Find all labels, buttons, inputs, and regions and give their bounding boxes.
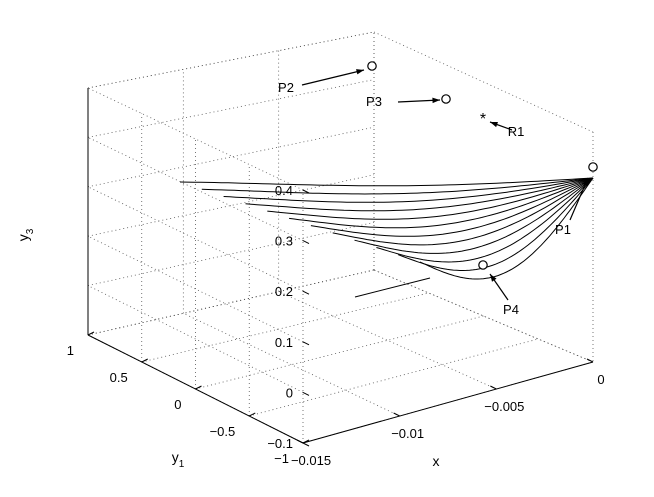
box-edge-top-left	[87, 31, 375, 89]
z-tick-mark-0	[302, 442, 310, 447]
z-tick-mark-5	[302, 189, 310, 194]
x-tick-mark-3	[586, 358, 594, 363]
box-edge-top-back	[373, 31, 594, 133]
trajectory-5	[267, 177, 594, 220]
x-tick-mark-0	[296, 439, 304, 444]
grid-wall-left-z-3	[87, 186, 304, 292]
callout-line-p1	[569, 177, 589, 221]
grid-layer	[87, 31, 594, 444]
y1-tick-mark-0	[302, 439, 310, 444]
x-tick-label-2: −0.005	[484, 399, 524, 414]
x-tick-mark-2	[490, 385, 497, 390]
x-axis-label: x	[433, 453, 440, 469]
z-tick-label-2: 0.1	[275, 335, 293, 350]
grid-wall-left-z-5	[87, 87, 304, 191]
y3-axis-label-main: y	[15, 234, 31, 241]
callout-label-p4: P4	[503, 302, 519, 317]
y1-tick-mark-4	[87, 331, 95, 336]
grid-wall-back-z-4	[87, 79, 375, 138]
z-tick-mark-4	[302, 240, 310, 245]
y1-tick-mark-2	[195, 385, 202, 390]
z-tick-mark-3	[302, 290, 310, 295]
callout-label-p2: P2	[278, 80, 294, 95]
grid-floor-x-2	[278, 291, 497, 390]
box-layer	[87, 31, 594, 444]
marker-p3	[441, 94, 451, 104]
callout-label-p1: P1	[555, 222, 571, 237]
marker-p4	[478, 260, 488, 270]
z-tick-label-3: 0.2	[275, 284, 293, 299]
callout-label-p3: P3	[366, 94, 382, 109]
marker-r1: *	[480, 111, 486, 128]
marker-layer: P1 P2 P3 P4 * R1	[278, 61, 598, 317]
grid-wall-back-z-2	[87, 174, 375, 237]
callout-arrow-p2	[356, 69, 364, 75]
grid-floor-y-2	[195, 315, 484, 390]
y1-tick-label-0: −1	[274, 451, 289, 466]
grid-wall-left-z-1	[87, 285, 304, 393]
callout-line-p2	[301, 69, 365, 86]
grid-wall-back-z-1	[87, 222, 375, 286]
grid-wall-back-z-0	[87, 269, 375, 336]
x-tick-label-3: 0	[597, 372, 604, 387]
y3-axis-label-sub: 3	[25, 228, 36, 234]
trajectory-7	[310, 177, 594, 237]
trajectory-2	[201, 177, 594, 195]
y1-tick-mark-3	[141, 358, 148, 363]
z-tick-mark-2	[302, 341, 310, 346]
box-edge-floor-left	[87, 269, 375, 336]
grid-wall-back-z-3	[87, 126, 375, 188]
trajectory-8	[332, 177, 594, 246]
axis-line-y1-bottom	[302, 361, 594, 444]
grid-floor-x-1	[183, 312, 400, 417]
callout-arrow-r1	[490, 121, 498, 128]
marker-p1	[588, 162, 598, 172]
y1-tick-label-2: 0	[174, 397, 181, 412]
marker-p2	[367, 61, 377, 71]
y3-axis-label: y3	[15, 228, 36, 241]
tick-layer: −0.1 0 0.1 0.2 0.3 0.4 −1 −0.5 0 0.5 1 −0.015 −0.01 −…	[67, 183, 605, 468]
trajectory-3	[223, 177, 594, 203]
callout-label-r1: R1	[508, 124, 525, 139]
y1-axis-label-main: y	[172, 449, 179, 465]
x-tick-mark-1	[393, 412, 400, 417]
x-tick-label-0: −0.015	[291, 453, 331, 468]
trajectory-11	[398, 177, 594, 271]
trajectory-4	[245, 177, 594, 212]
y1-tick-label-4: 1	[67, 343, 74, 358]
trajectory-baseline	[354, 277, 431, 298]
z-tick-label-5: 0.4	[275, 183, 293, 198]
z-tick-label-0: −0.1	[267, 436, 293, 451]
y1-axis-label: y1	[172, 449, 185, 470]
curve-layer	[179, 177, 594, 298]
trajectory-10	[376, 177, 594, 263]
z-tick-label-1: 0	[286, 385, 293, 400]
y1-tick-label-3: 0.5	[110, 370, 128, 385]
grid-floor-y-4	[87, 269, 375, 336]
grid-floor-y-3	[141, 292, 429, 363]
z-tick-mark-1	[302, 391, 310, 396]
x-tick-label-1: −0.01	[391, 426, 424, 441]
callout-arrow-p1	[582, 178, 588, 186]
y1-tick-mark-1	[249, 412, 256, 417]
trajectory-1	[179, 177, 594, 187]
z-tick-label-4: 0.3	[275, 234, 293, 249]
callout-arrow-p3	[432, 97, 440, 104]
y1-tick-label-1: −0.5	[210, 424, 236, 439]
trajectory-12	[419, 177, 594, 280]
y1-axis-label-sub: 1	[179, 459, 185, 470]
trajectory-6	[289, 177, 594, 229]
callout-arrow-p4	[490, 274, 497, 282]
grid-wall-back-z-5	[87, 31, 375, 89]
trajectory-9	[354, 177, 594, 254]
